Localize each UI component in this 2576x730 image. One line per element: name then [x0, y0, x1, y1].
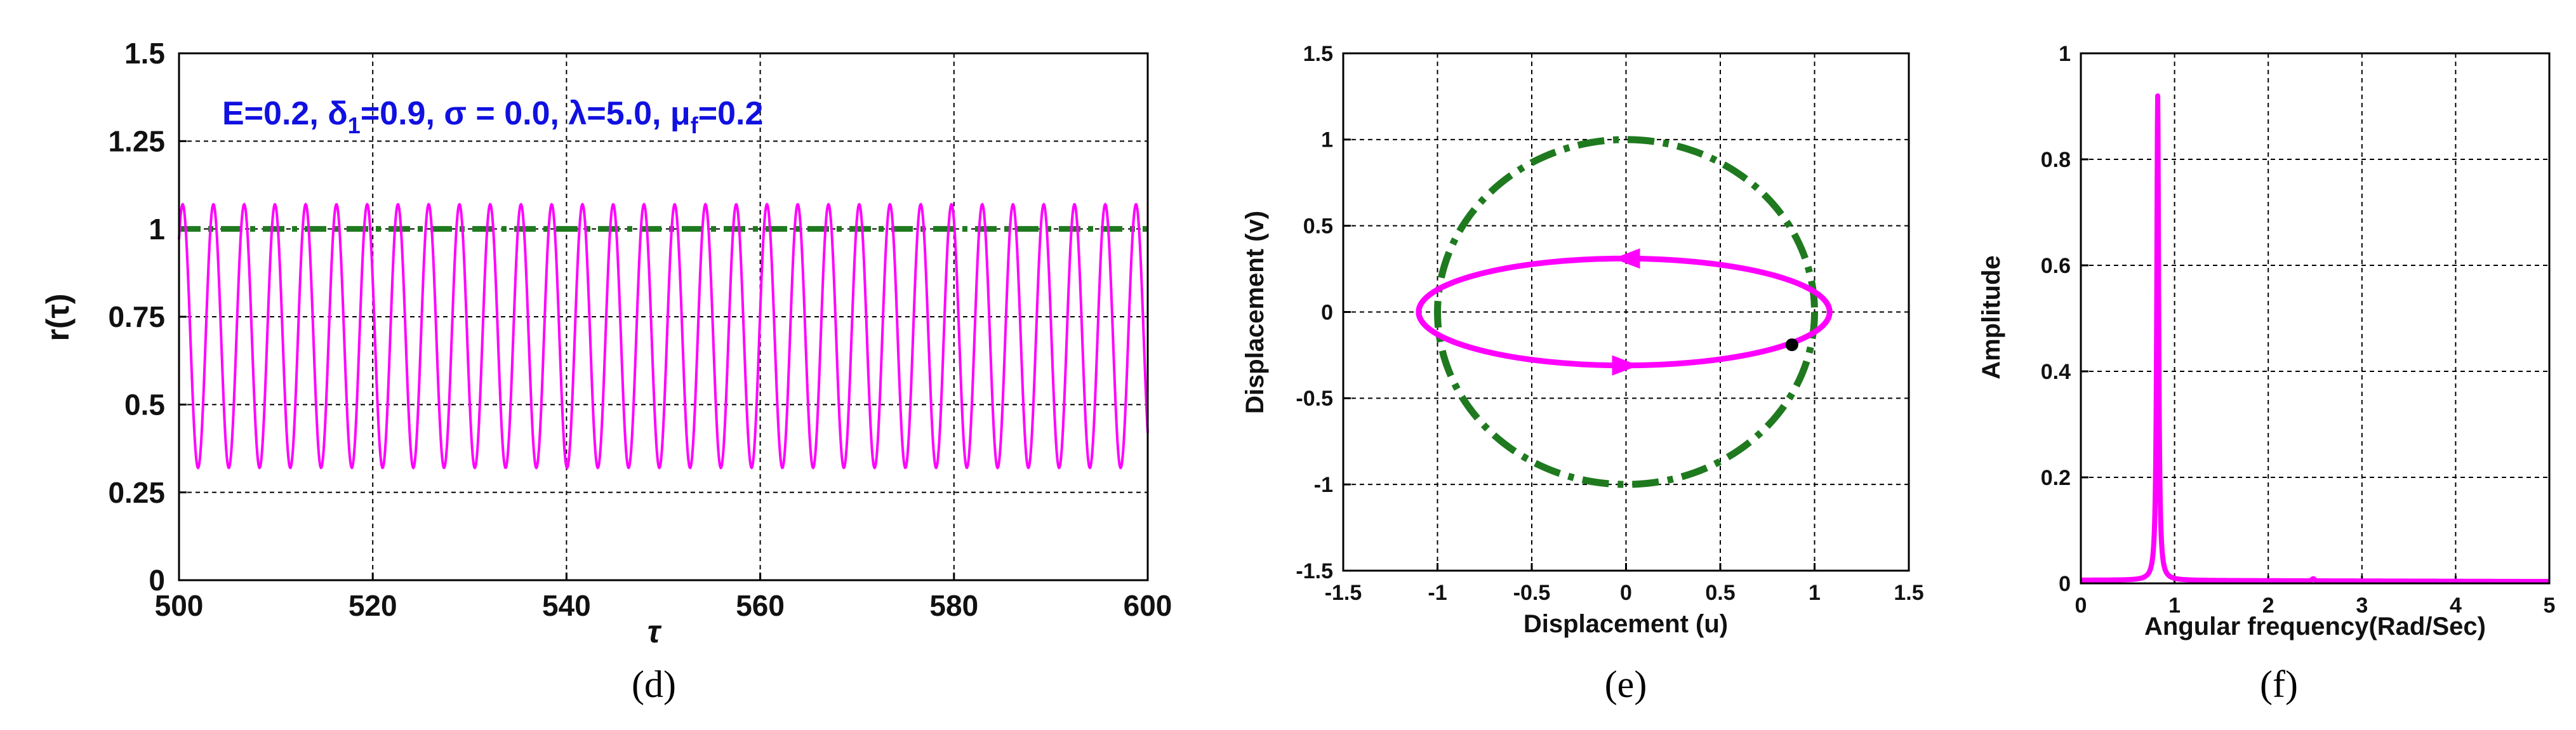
orbit-point [1785, 338, 1798, 352]
x-tick-label: 4 [2450, 594, 2462, 618]
x-tick-label: 500 [155, 589, 204, 622]
panel-d-x-label: τ [647, 614, 662, 649]
y-tick-label: 0.4 [2041, 360, 2071, 384]
x-tick-label: 1.5 [1894, 581, 1923, 605]
y-tick-label: 0.2 [2041, 466, 2071, 490]
orbit-arrow-top [1613, 248, 1640, 269]
x-tick-label: 0 [1620, 581, 1632, 605]
y-tick-label: 0.75 [108, 300, 165, 333]
y-tick-label: -1 [1314, 473, 1333, 497]
panel-e-x-label: Displacement (u) [1524, 610, 1728, 638]
panel-e-y-label: Displacement (v) [1241, 211, 1269, 414]
x-tick-label: -1.5 [1325, 581, 1362, 605]
x-tick-label: 540 [542, 589, 591, 622]
y-tick-label: 0 [2059, 572, 2071, 596]
y-tick-label: 1.25 [108, 124, 165, 157]
x-tick-label: 0.5 [1705, 581, 1735, 605]
y-tick-label: 0.25 [108, 476, 165, 509]
panel-d-annotation: E=0.2, δ1=0.9, σ = 0.0, λ=5.0, μf=0.2 [222, 95, 763, 138]
x-tick-label: 600 [1124, 589, 1172, 622]
orbit-arrow-bottom [1612, 355, 1639, 376]
x-tick-label: -1 [1428, 581, 1447, 605]
x-tick-label: 520 [349, 589, 397, 622]
panel-d-chart: 500 520 540 560 580 600 0 0.25 0.5 0.75 1 1.25 1.5 r… [40, 37, 1172, 705]
x-tick-label: 560 [736, 589, 785, 622]
panel-f-chart: 0 1 2 3 4 5 0 0.2 0.4 0.6 0.8 1 Amplitude Angular f… [1977, 42, 2555, 705]
x-tick-label: 5 [2544, 594, 2556, 618]
panel-d-y-label: r(τ) [40, 293, 76, 341]
panel-f-y-label: Amplitude [1977, 255, 2005, 380]
x-tick-label: 580 [929, 589, 978, 622]
spectrum-series [2078, 93, 2552, 585]
y-tick-label: 1 [149, 213, 165, 246]
y-tick-label: 0.5 [124, 388, 165, 421]
y-tick-label: 0.5 [1303, 215, 1333, 239]
panel-e-caption: (e) [1605, 663, 1647, 705]
panel-e-chart: -1.5 -1 -0.5 0 0.5 1 1.5 -1.5 -1 -0.5 0 0.5 1 1.5 Dis… [1241, 42, 1924, 705]
x-tick-label: 2 [2262, 594, 2274, 618]
r-tau-series [178, 202, 1149, 470]
y-tick-label: 0.6 [2041, 254, 2071, 278]
x-tick-label: -0.5 [1513, 581, 1551, 605]
x-tick-label: 0 [2075, 594, 2087, 618]
y-tick-label: 0 [149, 564, 165, 597]
y-tick-label: 0.8 [2041, 148, 2071, 172]
x-tick-label: 1 [1809, 581, 1821, 605]
panel-d-plot-area [178, 52, 1149, 581]
y-tick-label: 0 [1321, 300, 1333, 324]
y-tick-label: 1.5 [124, 37, 165, 70]
y-tick-label: 1.5 [1303, 42, 1333, 66]
x-tick-label: 3 [2356, 594, 2368, 618]
panel-f-caption: (f) [2260, 663, 2298, 705]
x-tick-label: 1 [2168, 594, 2181, 618]
panel-f-plot-area [2080, 52, 2551, 585]
panel-f-x-label: Angular frequency(Rad/Sec) [2144, 613, 2486, 640]
unit-circle [1434, 136, 1818, 488]
y-tick-label: 1 [2059, 42, 2071, 66]
y-tick-label: -0.5 [1296, 387, 1333, 411]
y-tick-label: -1.5 [1296, 559, 1333, 583]
y-tick-label: 1 [1321, 128, 1333, 152]
panel-d-caption: (d) [632, 663, 676, 705]
